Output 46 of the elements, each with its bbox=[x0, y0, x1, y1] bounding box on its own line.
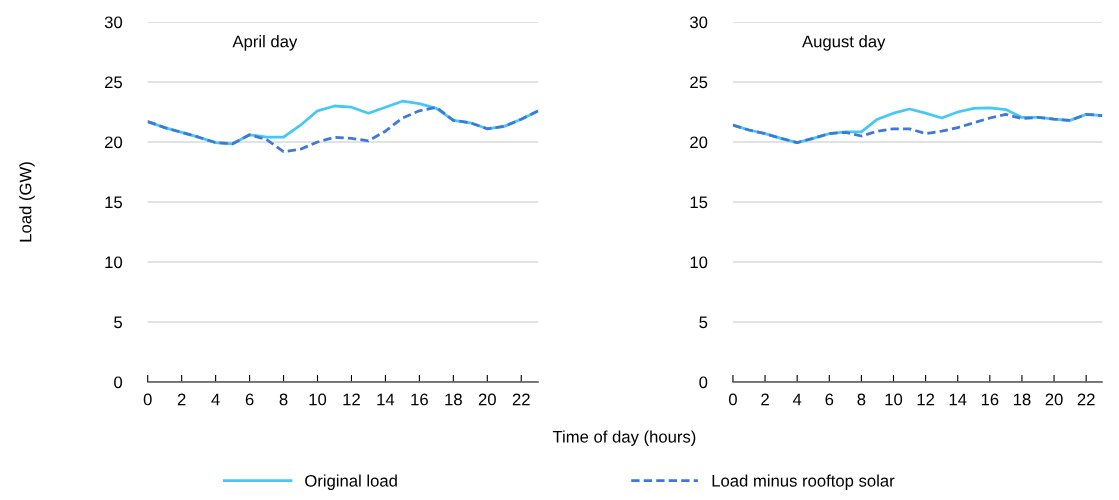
y-tick-label: 5 bbox=[114, 316, 123, 329]
x-tick-label: 18 bbox=[1013, 393, 1031, 406]
y-tick-label: 10 bbox=[105, 256, 123, 269]
text: April day bbox=[232, 35, 298, 51]
x-tick-label: 22 bbox=[1077, 393, 1095, 406]
x-tick-label: 8 bbox=[279, 393, 288, 406]
x-tick-label: 12 bbox=[343, 393, 360, 406]
text: August day bbox=[802, 35, 886, 51]
x-tick-label: 14 bbox=[949, 393, 967, 406]
x-tick-label: 18 bbox=[445, 393, 462, 406]
x-tick-label: 14 bbox=[377, 393, 395, 406]
x-tick-label: 6 bbox=[245, 393, 254, 406]
y-tick-label: 15 bbox=[105, 196, 123, 209]
x-axis-title: Time of day (hours) bbox=[552, 430, 696, 446]
x-tick-label: 0 bbox=[728, 393, 737, 406]
x-tick-label: 20 bbox=[478, 393, 496, 406]
x-tick-label: 2 bbox=[761, 393, 769, 406]
y-tick-label: 25 bbox=[105, 76, 123, 89]
x-tick-label: 8 bbox=[857, 393, 866, 406]
y-tick-label: 30 bbox=[690, 16, 708, 29]
y-tick-label: 25 bbox=[690, 76, 708, 89]
x-tick-label: 10 bbox=[885, 393, 903, 406]
legend-label: Original load bbox=[305, 474, 397, 490]
x-tick-label: 20 bbox=[1045, 393, 1063, 406]
y-tick-label: 10 bbox=[690, 256, 708, 269]
line-series bbox=[732, 113, 1103, 144]
x-tick-label: 22 bbox=[512, 393, 530, 406]
y-tick-label: 0 bbox=[699, 376, 708, 389]
y-tick-label: 0 bbox=[114, 376, 123, 389]
y-axis-title: Load (GW) bbox=[19, 162, 35, 242]
x-tick-label: 4 bbox=[792, 393, 802, 406]
x-tick-label: 4 bbox=[211, 393, 220, 406]
y-tick-label: 30 bbox=[104, 16, 123, 29]
x-tick-label: 16 bbox=[411, 393, 428, 406]
y-tick-label: 20 bbox=[690, 136, 708, 149]
x-tick-label: 6 bbox=[825, 393, 834, 406]
legend-label: Load minus rooftop solar bbox=[712, 474, 895, 490]
x-tick-label: 12 bbox=[917, 393, 935, 406]
x-tick-label: 10 bbox=[309, 393, 327, 406]
y-tick-label: 15 bbox=[690, 196, 708, 209]
y-tick-label: 5 bbox=[699, 316, 708, 329]
x-tick-label: 2 bbox=[177, 393, 186, 406]
x-tick-label: 0 bbox=[143, 393, 152, 406]
x-tick-label: 16 bbox=[981, 393, 999, 406]
y-tick-label: 20 bbox=[105, 136, 123, 149]
line-series bbox=[147, 105, 539, 153]
